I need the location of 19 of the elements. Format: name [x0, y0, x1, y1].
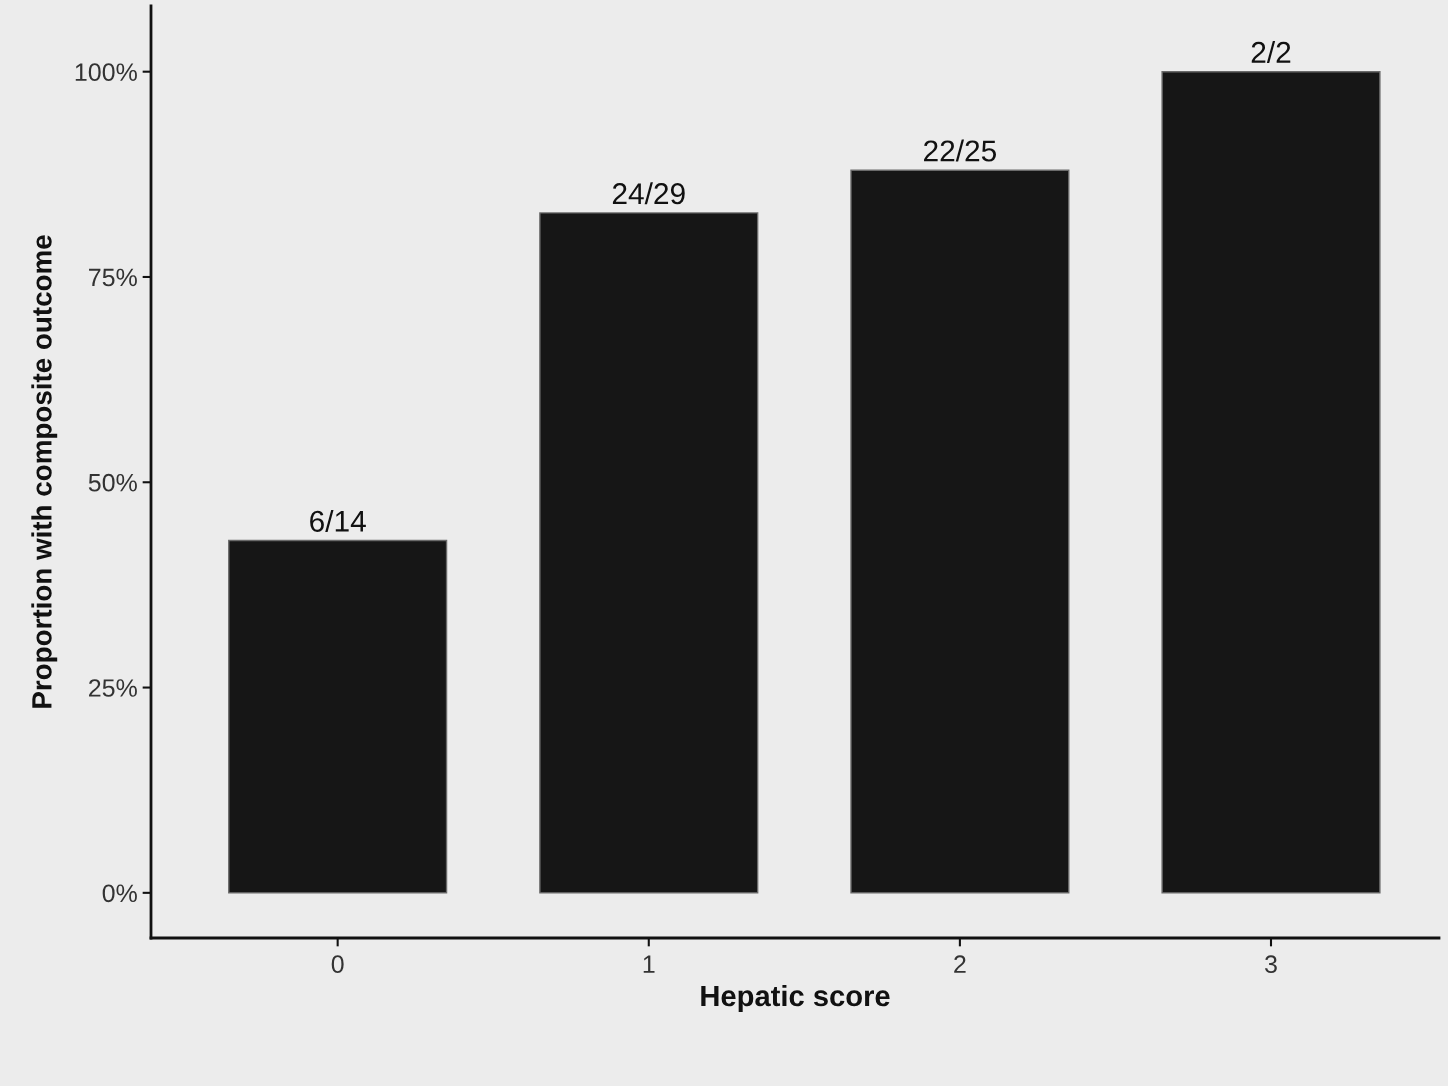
x-axis-title: Hepatic score	[701, 984, 890, 1013]
y-tick-label: 100%	[75, 63, 137, 81]
x-tick-label: 3	[1265, 955, 1277, 974]
y-tick-label: 75%	[89, 268, 137, 287]
x-tick-label: 0	[331, 955, 344, 974]
y-tick-label: 25%	[89, 679, 137, 697]
y-tick-label: 0%	[102, 884, 137, 903]
x-tick-label: 2	[954, 955, 966, 973]
data-label: 22/25	[924, 139, 996, 162]
bar	[539, 212, 759, 894]
data-label: 2/2	[1251, 41, 1291, 64]
bar	[850, 169, 1070, 894]
data-label: 6/14	[310, 509, 366, 532]
bar	[228, 539, 448, 894]
x-tick-label: 1	[643, 955, 655, 973]
y-tick-label: 50%	[88, 473, 137, 492]
y-axis-title: Proportion with composite outcome	[31, 235, 58, 708]
bar	[1161, 70, 1381, 894]
data-label: 24/29	[612, 182, 685, 205]
